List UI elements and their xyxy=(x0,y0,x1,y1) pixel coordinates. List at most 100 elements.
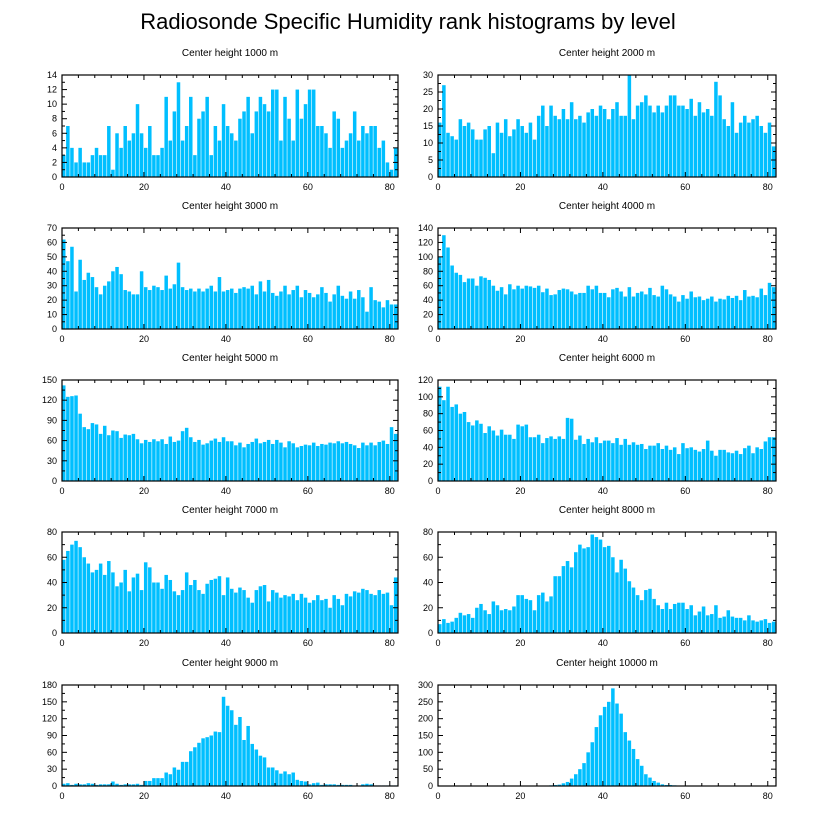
histogram-bar xyxy=(230,588,234,633)
histogram-bar xyxy=(352,445,357,481)
histogram-bar xyxy=(135,439,140,481)
histogram-bar xyxy=(619,115,623,177)
x-tick-label: 0 xyxy=(435,638,440,648)
histogram-bar xyxy=(82,557,86,633)
histogram-bar xyxy=(738,454,743,481)
histogram-bar xyxy=(545,288,549,329)
histogram-bar xyxy=(718,95,722,177)
histogram-bar xyxy=(270,767,275,786)
histogram-bar xyxy=(466,614,471,633)
histogram-bar xyxy=(328,442,332,481)
histogram-bar xyxy=(512,129,516,177)
histogram-bar xyxy=(246,725,250,786)
histogram-bar xyxy=(369,126,373,177)
histogram-bar xyxy=(475,285,479,329)
histogram-bar xyxy=(438,122,442,177)
histogram-bar xyxy=(213,578,218,633)
histogram-bar xyxy=(598,443,603,482)
histogram-bar xyxy=(705,440,710,481)
histogram-bar xyxy=(520,595,524,634)
histogram-bar xyxy=(139,590,144,633)
histogram-bar xyxy=(287,118,291,177)
histogram-bar xyxy=(512,438,516,481)
histogram-bar xyxy=(730,102,735,177)
histogram-bar xyxy=(491,601,496,633)
histogram-bar xyxy=(590,742,595,786)
histogram-bar xyxy=(385,300,390,329)
histogram-bar xyxy=(677,301,681,329)
histogram-bar xyxy=(123,569,127,634)
histogram-bar xyxy=(344,593,349,633)
histogram-bar xyxy=(586,112,590,177)
histogram-bar xyxy=(462,615,467,633)
x-tick-label: 60 xyxy=(680,486,690,496)
histogram-bar xyxy=(763,132,768,177)
histogram-bar xyxy=(357,290,361,329)
histogram-bar xyxy=(225,290,230,329)
histogram-bar xyxy=(111,781,115,786)
histogram-bar xyxy=(586,285,590,329)
histogram-bar xyxy=(389,605,394,633)
x-tick-label: 80 xyxy=(385,638,395,648)
histogram-bar xyxy=(287,294,291,329)
y-tick-label: 40 xyxy=(423,578,433,588)
y-tick-label: 150 xyxy=(42,375,57,385)
histogram-bar xyxy=(238,442,242,481)
histogram-bar xyxy=(565,417,570,482)
histogram-bar xyxy=(541,443,545,482)
histogram-bar xyxy=(751,295,755,329)
histogram-bar xyxy=(693,615,698,633)
histogram-bar xyxy=(672,296,677,329)
histogram-bar xyxy=(483,610,487,633)
histogram-bar xyxy=(258,96,263,177)
histogram-bar xyxy=(499,610,504,633)
x-tick-label: 0 xyxy=(59,334,64,344)
histogram-bar xyxy=(94,147,99,177)
histogram-bar xyxy=(734,450,739,481)
histogram-bar xyxy=(385,162,390,177)
histogram-bar xyxy=(209,735,214,786)
histogram-bar xyxy=(369,784,373,786)
histogram-bar xyxy=(578,435,582,481)
histogram-bar xyxy=(205,443,209,481)
histogram-bar xyxy=(361,442,365,481)
histogram-bar xyxy=(619,291,623,329)
histogram-bar xyxy=(569,102,574,177)
histogram-bar xyxy=(295,447,300,481)
histogram-bar xyxy=(74,162,78,177)
histogram-bar xyxy=(275,295,279,329)
histogram-bar xyxy=(615,102,619,177)
histogram-bar xyxy=(635,759,640,786)
histogram-bar xyxy=(234,724,238,786)
x-tick-label: 40 xyxy=(221,334,231,344)
histogram-bar xyxy=(635,595,640,634)
histogram-bar xyxy=(611,289,615,329)
histogram-bar xyxy=(184,427,189,481)
panel-title: Center height 2000 m xyxy=(559,48,655,59)
histogram-bar xyxy=(180,140,185,177)
histogram-bar xyxy=(320,287,324,329)
histogram-bar xyxy=(172,767,177,786)
histogram-bar xyxy=(78,259,82,329)
histogram-bar xyxy=(332,111,336,177)
histogram-bar xyxy=(499,429,504,481)
histogram-bar xyxy=(623,732,628,786)
histogram-panel: Center height 3000 m 0 20 40 60 80 0 10 20 30 40 50… xyxy=(47,201,399,344)
histogram-bar xyxy=(365,590,369,633)
histogram-bar xyxy=(598,539,603,633)
histogram-bar xyxy=(590,289,595,329)
y-tick-label: 15 xyxy=(423,121,433,131)
histogram-bar xyxy=(714,455,718,481)
histogram-bar xyxy=(156,287,160,329)
histogram-bar xyxy=(184,290,189,329)
histogram-bar xyxy=(357,448,361,481)
histogram-bar xyxy=(639,102,644,177)
histogram-bar xyxy=(664,445,669,481)
histogram-bar xyxy=(238,716,242,786)
histogram-bar xyxy=(115,266,119,329)
histogram-bar xyxy=(217,277,222,329)
histogram-bar xyxy=(528,286,533,329)
histogram-bar xyxy=(483,129,487,177)
histogram-bar xyxy=(74,783,78,786)
histogram-bar xyxy=(450,406,454,481)
